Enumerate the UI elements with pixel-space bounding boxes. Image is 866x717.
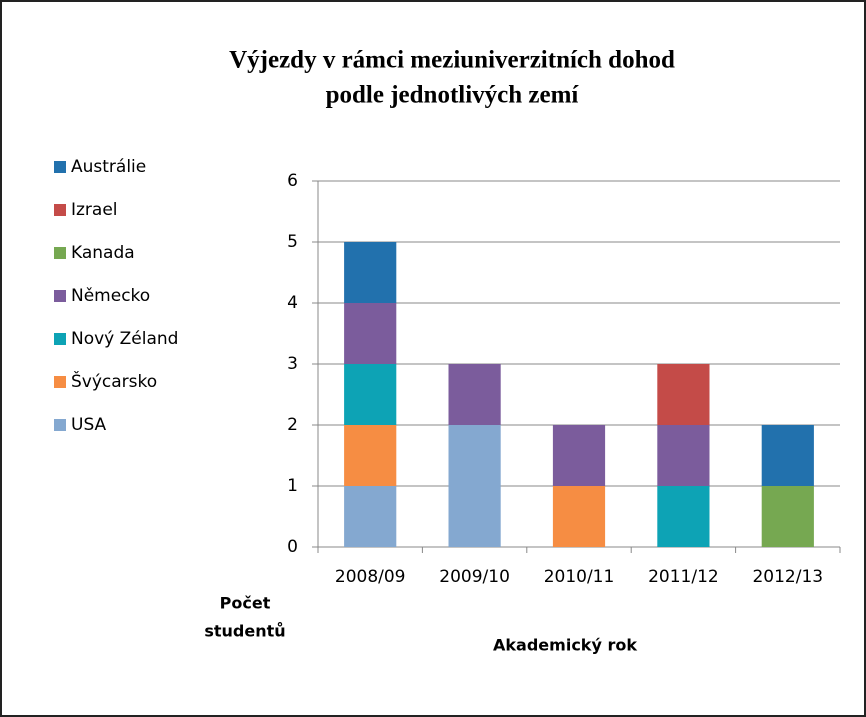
legend-label: Kanada [71,243,135,263]
legend-label: Nový Zéland [71,329,178,349]
legend-label: Austrálie [71,157,146,177]
legend-label: Švýcarsko [71,370,157,392]
legend-swatch [54,247,66,259]
y-tick-label: 1 [287,476,298,496]
bar-segment [657,364,710,425]
bar-segment [761,425,814,486]
bar-segment [344,425,397,486]
legend-label: Německo [71,286,150,306]
y-axis-label: Počet [220,594,271,613]
x-tick-label: 2010/11 [544,567,615,587]
bar-segment [344,303,397,364]
bar-segment [552,425,606,486]
y-tick-label: 3 [287,354,298,374]
bar-segment [344,242,397,303]
x-axis-label: Akademický rok [493,636,637,655]
bar-segment [761,486,814,547]
y-tick-label: 2 [287,415,298,435]
x-tick-label: 2011/12 [648,567,719,587]
x-tick-label: 2009/10 [439,567,510,587]
bar-segment [448,364,501,425]
legend-swatch [54,333,66,345]
legend-swatch [54,161,66,173]
legend-label: USA [71,415,107,435]
bar-segment [657,486,710,547]
legend-label: Izrael [71,200,118,220]
legend-swatch [54,290,66,302]
y-tick-label: 0 [287,537,298,557]
legend-swatch [54,204,66,216]
bar-segment [657,425,710,486]
y-axis-label: studentů [204,622,285,641]
bar-segment [448,425,501,547]
bar-segment [552,486,606,547]
x-tick-label: 2008/09 [335,567,406,587]
y-tick-label: 5 [287,232,298,252]
chart-title: podle jednotlivých zemí [326,82,580,109]
legend-swatch [54,376,66,388]
chart-title: Výjezdy v rámci meziuniverzitních dohod [229,47,675,74]
bar-segment [344,364,397,425]
x-tick-label: 2012/13 [752,567,823,587]
bar-segment [344,486,397,547]
y-tick-label: 6 [287,171,298,191]
legend-swatch [54,419,66,431]
y-tick-label: 4 [287,293,298,313]
